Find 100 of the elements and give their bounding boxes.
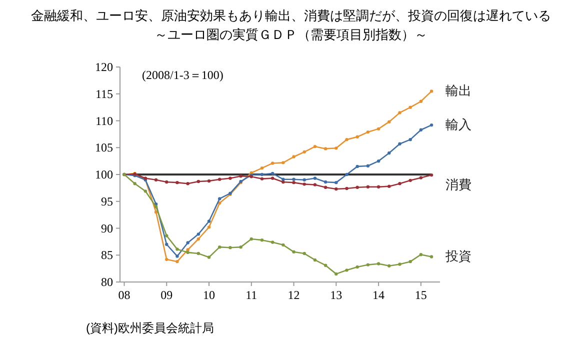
point <box>345 268 348 272</box>
point <box>408 138 412 142</box>
point <box>144 190 148 193</box>
point <box>388 184 391 188</box>
point <box>154 205 158 208</box>
point <box>419 100 423 103</box>
series-label: 輸出 <box>446 83 472 98</box>
point <box>176 248 179 251</box>
point <box>419 176 423 180</box>
point <box>366 130 370 134</box>
point <box>408 260 412 264</box>
point <box>282 180 285 184</box>
point <box>270 240 274 244</box>
point <box>292 155 296 158</box>
point <box>388 120 391 124</box>
y-tick-label: 80 <box>101 275 113 289</box>
point <box>196 252 200 256</box>
point <box>313 144 317 148</box>
point <box>292 178 296 181</box>
point <box>430 90 434 93</box>
point <box>419 128 423 132</box>
point <box>356 164 359 168</box>
point <box>334 272 338 276</box>
x-tick-label: 14 <box>372 288 385 302</box>
point <box>282 243 285 247</box>
point <box>313 183 317 186</box>
chart-title: 金融緩和、ユーロ安、原油安効果もあり輸出、消費は堅調だが、投資の回復は遅れている <box>31 8 551 23</box>
point <box>186 241 190 244</box>
point <box>302 178 306 182</box>
y-tick-label: 85 <box>101 248 113 262</box>
x-tick-label: 11 <box>246 288 258 302</box>
point <box>270 162 274 165</box>
point <box>366 263 370 266</box>
point <box>250 237 253 241</box>
point <box>398 111 402 114</box>
point <box>388 264 391 268</box>
point <box>356 186 359 189</box>
point <box>345 172 348 176</box>
point <box>228 246 232 250</box>
line-series <box>122 90 434 264</box>
y-tick-label: 105 <box>95 140 113 155</box>
y-tick-label: 115 <box>95 86 113 101</box>
point <box>324 186 328 189</box>
point <box>218 178 222 181</box>
point <box>398 182 402 186</box>
point <box>239 245 242 249</box>
point <box>196 180 200 184</box>
y-tick-label: 120 <box>95 60 113 74</box>
point <box>356 135 359 138</box>
point <box>176 254 179 258</box>
point <box>186 250 190 254</box>
x-tick-label: 08 <box>118 288 130 302</box>
point <box>270 172 274 176</box>
point <box>398 142 402 146</box>
point <box>366 164 370 168</box>
series-label: 消費 <box>446 177 472 192</box>
point <box>207 256 211 259</box>
point <box>366 185 370 188</box>
point <box>334 146 338 150</box>
point <box>228 176 232 180</box>
point <box>270 176 274 180</box>
point <box>218 201 222 205</box>
point <box>376 262 380 266</box>
point <box>313 258 317 262</box>
point <box>408 178 412 182</box>
point <box>376 159 380 163</box>
point <box>324 180 328 184</box>
text: (資料)欧州委員会統計局 <box>86 321 214 335</box>
point <box>218 245 222 249</box>
point <box>260 172 264 176</box>
point <box>302 150 306 154</box>
series-label: 投資 <box>444 248 472 264</box>
point <box>419 252 423 256</box>
point <box>334 187 338 191</box>
point <box>207 220 211 223</box>
point <box>430 123 434 127</box>
point <box>430 173 434 177</box>
point <box>345 186 348 190</box>
x-tick-label: 15 <box>414 288 427 302</box>
point <box>302 182 306 186</box>
point <box>165 180 168 184</box>
point <box>398 262 402 266</box>
y-tick-label: 100 <box>95 168 113 182</box>
point <box>345 138 348 142</box>
point <box>292 250 296 254</box>
point <box>260 166 264 170</box>
point <box>260 238 264 242</box>
point <box>165 234 168 238</box>
annotation: (2008/1-3＝100) <box>142 68 224 82</box>
x-tick-label: 10 <box>203 288 216 302</box>
point <box>282 178 285 181</box>
point <box>376 127 380 130</box>
point <box>292 180 296 184</box>
point <box>207 226 211 229</box>
point <box>376 185 380 188</box>
point <box>196 232 200 236</box>
x-tick-label: 09 <box>160 288 173 302</box>
point <box>282 161 285 164</box>
point <box>408 106 412 109</box>
series-label: 輸入 <box>446 117 472 132</box>
